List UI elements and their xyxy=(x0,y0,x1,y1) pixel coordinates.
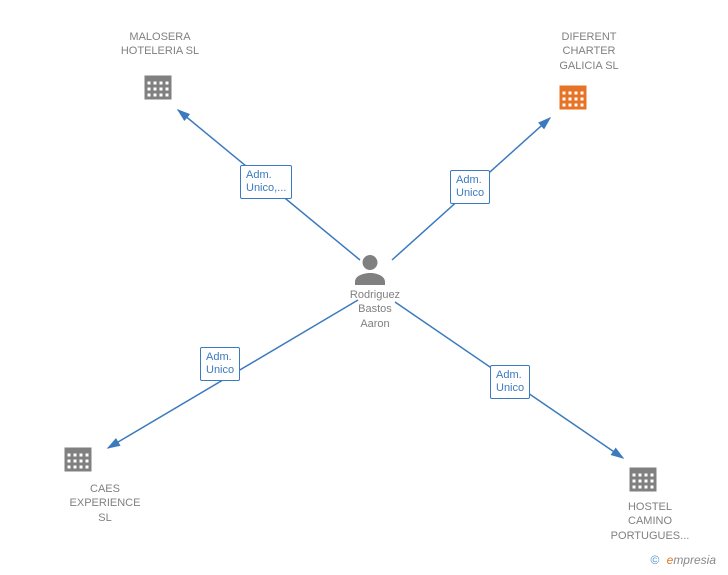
person-icon xyxy=(352,252,392,292)
center-node-label: RodriguezBastosAaron xyxy=(335,288,415,331)
building-icon xyxy=(60,440,100,480)
building-label: CAESEXPERIENCESL xyxy=(50,482,160,525)
edge-label: Adm.Unico xyxy=(450,170,490,204)
building-icon xyxy=(140,68,180,108)
watermark: © empresia xyxy=(650,553,716,567)
building-label: MALOSERAHOTELERIA SL xyxy=(105,30,215,59)
brand-name: empresia xyxy=(667,553,716,567)
edge-label: Adm.Unico xyxy=(490,365,530,399)
edge-label: Adm.Unico,... xyxy=(240,165,292,199)
building-icon xyxy=(555,78,595,118)
building-label: HOSTELCAMINOPORTUGUES... xyxy=(595,500,705,543)
building-icon xyxy=(625,460,665,500)
copyright-symbol: © xyxy=(650,553,659,567)
edge-label: Adm.Unico xyxy=(200,347,240,381)
building-label: DIFERENTCHARTERGALICIA SL xyxy=(534,30,644,73)
